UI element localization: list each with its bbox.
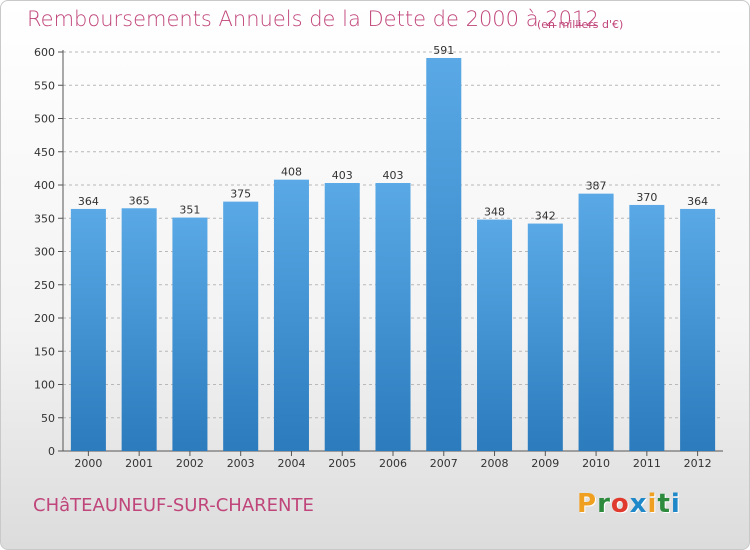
bar xyxy=(70,208,106,451)
bar xyxy=(629,204,665,451)
commune-name: CHâTEAUNEUF-SUR-CHARENTE xyxy=(33,495,314,516)
data-label: 365 xyxy=(129,194,150,207)
x-tick-label: 2008 xyxy=(481,457,509,470)
y-tick-label: 550 xyxy=(34,79,55,92)
bar xyxy=(324,183,360,451)
data-label: 387 xyxy=(586,180,607,193)
bar xyxy=(375,183,411,451)
data-label: 375 xyxy=(230,188,251,201)
x-tick-label: 2000 xyxy=(74,457,102,470)
logo-letter: x xyxy=(629,489,648,519)
data-label: 403 xyxy=(383,169,404,182)
y-tick-label: 450 xyxy=(34,146,55,159)
x-tick-label: 2004 xyxy=(277,457,305,470)
logo-letter: i xyxy=(647,489,658,519)
y-tick-label: 350 xyxy=(34,212,55,225)
bar xyxy=(121,208,157,451)
bar xyxy=(172,217,208,451)
data-label: 364 xyxy=(78,195,99,208)
x-tick-label: 2005 xyxy=(328,457,356,470)
data-label: 348 xyxy=(484,206,505,219)
y-tick-label: 300 xyxy=(34,246,55,259)
logo-letter: P xyxy=(577,489,598,519)
y-tick-label: 150 xyxy=(34,345,55,358)
y-tick-label: 50 xyxy=(41,412,55,425)
y-tick-label: 400 xyxy=(34,179,55,192)
bar xyxy=(426,57,462,452)
bar xyxy=(680,208,716,451)
x-tick-label: 2006 xyxy=(379,457,407,470)
x-tick-label: 2007 xyxy=(430,457,458,470)
data-label: 342 xyxy=(535,210,556,223)
data-label: 591 xyxy=(433,44,454,57)
x-tick-label: 2012 xyxy=(684,457,712,470)
labels: 364 2000 365 2001 351 2002 375 2003 408 2004 403 20… xyxy=(74,44,711,470)
x-tick-label: 2010 xyxy=(582,457,610,470)
proxiti-logo[interactable]: Proxiti xyxy=(577,489,681,519)
data-label: 408 xyxy=(281,166,302,179)
bar xyxy=(527,223,563,451)
y-tick-label: 600 xyxy=(34,46,55,59)
logo-letter: r xyxy=(597,489,611,519)
y-tick-label: 200 xyxy=(34,312,55,325)
bar xyxy=(477,219,513,451)
x-tick-label: 2011 xyxy=(633,457,661,470)
x-tick-label: 2002 xyxy=(176,457,204,470)
logo-letter: i xyxy=(670,489,681,519)
data-label: 403 xyxy=(332,169,353,182)
y-tick-label: 500 xyxy=(34,113,55,126)
bar xyxy=(223,201,259,451)
y-tick-label: 100 xyxy=(34,379,55,392)
data-label: 370 xyxy=(636,191,657,204)
bar xyxy=(273,179,309,451)
data-label: 364 xyxy=(687,195,708,208)
bar xyxy=(578,193,614,451)
data-label: 351 xyxy=(179,204,200,217)
y-tick-label: 0 xyxy=(48,445,55,458)
y-tick-label: 250 xyxy=(34,279,55,292)
x-tick-label: 2001 xyxy=(125,457,153,470)
logo-letter: o xyxy=(610,489,630,519)
chart-title: Remboursements Annuels de la Dette de 20… xyxy=(27,7,599,31)
bars xyxy=(70,57,716,452)
x-tick-label: 2003 xyxy=(227,457,255,470)
logo-letter: t xyxy=(657,489,671,519)
chart-subtitle: (en milliers d'€) xyxy=(537,18,624,31)
x-tick-label: 2009 xyxy=(531,457,559,470)
